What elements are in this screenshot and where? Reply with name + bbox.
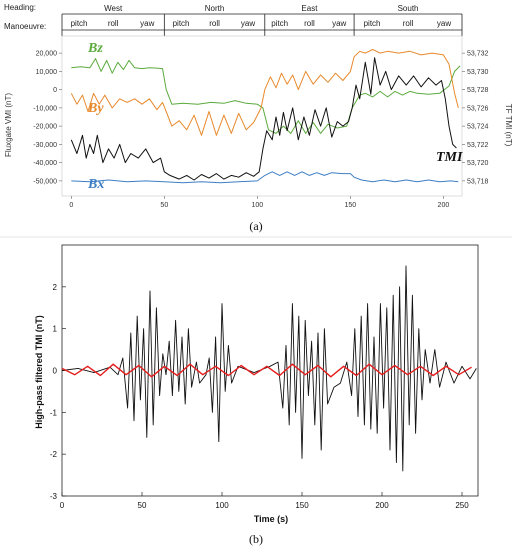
series-line-bx [71, 171, 459, 184]
series-line-tmi [70, 57, 457, 181]
right-axis-label: TF TMI (nT) [504, 104, 512, 147]
manoeuvre-name: yaw [140, 19, 154, 28]
left-tick-label: 10,000 [36, 69, 58, 76]
right-axis-ticks: 53,732 53,730 53,728 53,726 53,724 53,722 53,7… [462, 51, 489, 185]
left-tick-label: 20,000 [36, 51, 58, 58]
y-tick-label-b: 2 [53, 283, 58, 292]
left-tick-label: -40,000 [33, 160, 57, 167]
x-axis-ticks-b: 0 50 100 150 200 250 [60, 492, 469, 510]
y-axis-ticks-b: -3 -2 -1 0 1 2 [50, 283, 66, 501]
series-lines-a [70, 49, 461, 184]
heading-name: South [398, 4, 419, 13]
right-tick-label: 53,720 [467, 160, 489, 167]
manoeuvre-name: pitch [71, 19, 88, 28]
y-tick-label-b: 0 [53, 367, 58, 376]
left-tick-label: -30,000 [33, 142, 57, 149]
plot-area-a [61, 35, 463, 197]
panel-label-a: (a) [249, 219, 262, 233]
heading-name: North [205, 4, 225, 13]
series-line-reference [61, 363, 472, 378]
left-tick-label: -50,000 [33, 178, 57, 185]
x-tick-label-b: 250 [455, 501, 469, 510]
y-tick-label-b: -2 [50, 450, 58, 459]
x-tick-label-a: 50 [160, 202, 168, 209]
series-line-by [70, 49, 459, 136]
series-label-tmi: TMI [436, 150, 463, 165]
x-axis-ticks-a: 0 50 100 150 200 [69, 196, 449, 209]
manoeuvre-name: yaw [241, 19, 255, 28]
y-tick-label-b: -1 [50, 408, 58, 417]
manoeuvre-name: yaw [332, 19, 346, 28]
left-axis-ticks: 20,000 10,000 0 -10,000 -20,000 -30,000 -40,00… [33, 51, 62, 185]
right-tick-label: 53,718 [467, 178, 489, 185]
right-tick-label: 53,732 [467, 51, 489, 58]
y-tick-label-b: 1 [53, 325, 58, 334]
right-tick-label: 53,728 [467, 87, 489, 94]
right-tick-label: 53,722 [467, 142, 489, 149]
x-tick-label-a: 150 [345, 202, 357, 209]
left-axis-label: Fluxgate VMI (nT) [4, 93, 13, 157]
manoeuvre-label: Manoeuvre: [4, 22, 46, 31]
panel-b-chart: -3 -2 -1 0 1 2 0 50 100 150 200 250 High-pass filt… [0, 236, 512, 546]
heading-table: West pitch roll yaw North pitch roll yaw East pit… [61, 4, 463, 36]
heading-label: Heading: [4, 3, 36, 12]
left-tick-label: 0 [53, 87, 57, 94]
x-tick-label-b: 200 [375, 501, 389, 510]
x-axis-label-b: Time (s) [254, 514, 288, 524]
x-tick-label-a: 200 [438, 202, 450, 209]
series-label-by: By [87, 101, 104, 116]
series-line-bz [71, 58, 461, 134]
panel-a-chart: Heading: Manoeuvre: West pitch roll yaw Nort… [4, 3, 512, 233]
panel-label-b: (b) [249, 532, 263, 546]
x-tick-label-b: 50 [138, 501, 147, 510]
right-tick-label: 53,724 [467, 124, 489, 131]
right-tick-label: 53,730 [467, 69, 489, 76]
manoeuvre-name: pitch [271, 19, 288, 28]
y-axis-label-b: High-pass filtered TMI (nT) [34, 315, 44, 429]
heading-name: East [301, 4, 318, 13]
x-tick-label-b: 150 [295, 501, 309, 510]
left-tick-label: -20,000 [33, 124, 57, 131]
manoeuvre-name: yaw [437, 19, 451, 28]
manoeuvre-name: roll [209, 19, 220, 28]
y-tick-label-b: -3 [50, 492, 58, 501]
left-tick-label: -10,000 [33, 105, 57, 112]
manoeuvre-name: pitch [364, 19, 381, 28]
series-lines-b [61, 265, 477, 472]
series-label-bx: Bx [87, 177, 104, 192]
series-line-tmi-filtered [61, 265, 477, 472]
manoeuvre-name: roll [304, 19, 315, 28]
x-tick-label-a: 0 [69, 202, 73, 209]
manoeuvre-name: roll [108, 19, 119, 28]
manoeuvre-name: pitch [173, 19, 190, 28]
x-tick-label-a: 100 [252, 202, 264, 209]
x-tick-label-b: 100 [215, 501, 229, 510]
manoeuvre-name: roll [403, 19, 414, 28]
series-label-bz: Bz [87, 41, 103, 56]
right-tick-label: 53,726 [467, 105, 489, 112]
x-tick-label-b: 0 [60, 501, 65, 510]
heading-name: West [104, 4, 123, 13]
